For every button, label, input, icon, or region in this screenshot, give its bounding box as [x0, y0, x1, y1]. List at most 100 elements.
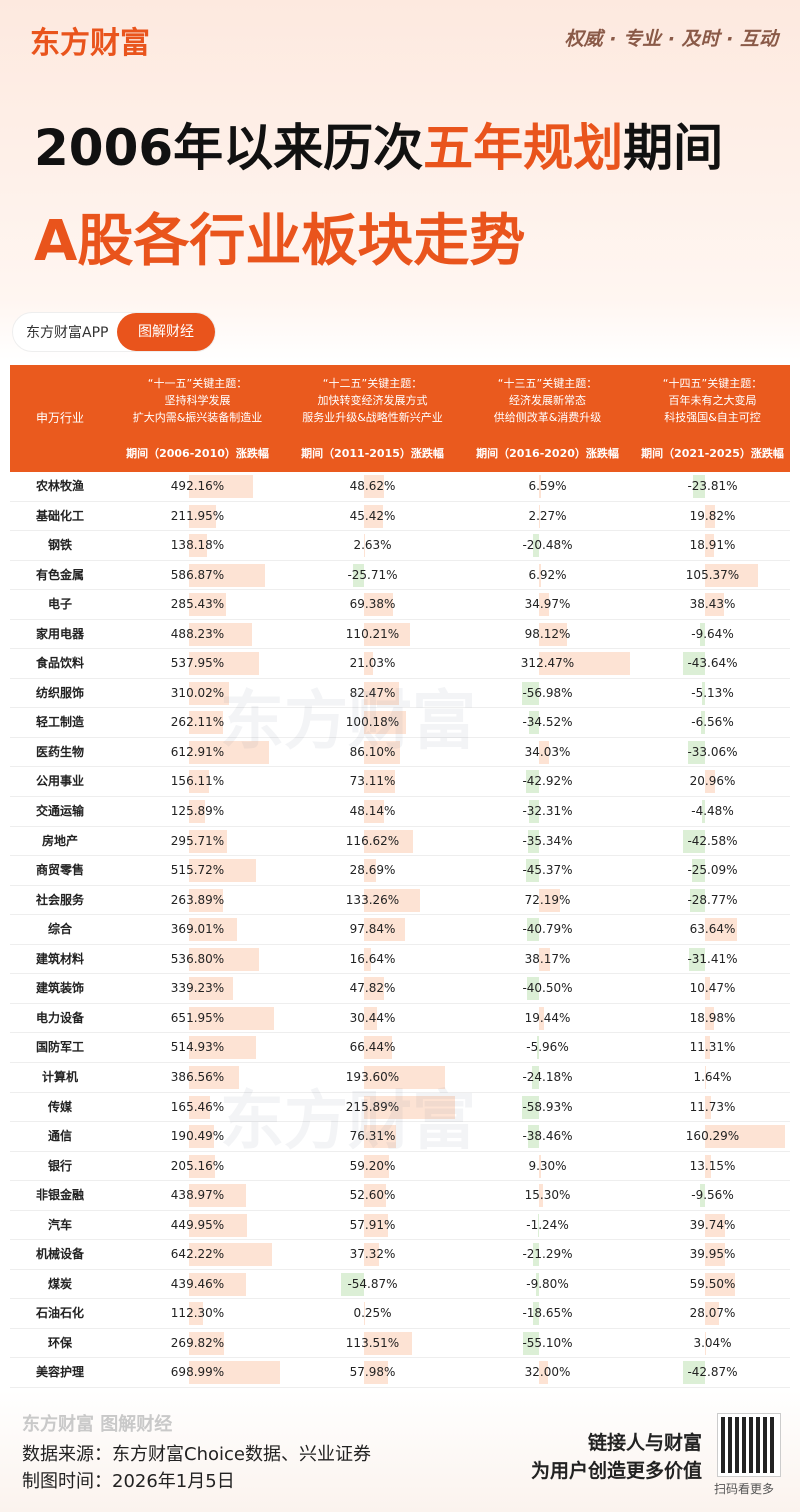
value: -38.46%: [522, 1129, 573, 1144]
data-bar: [538, 622, 568, 646]
watermark: 东方财富: [220, 1085, 476, 1159]
data-bar: [522, 1331, 539, 1355]
value: 52.60%: [349, 1188, 396, 1203]
data-bar: [532, 534, 539, 558]
data-bar: [188, 1125, 214, 1149]
value: 9.30%: [528, 1158, 567, 1173]
value: 156.11%: [170, 774, 225, 789]
value: -32.31%: [522, 804, 573, 819]
column-theme: 经济发展新常态: [509, 394, 586, 407]
data-bar: [526, 770, 539, 794]
value: -9.64%: [691, 626, 734, 641]
data-bar: [692, 859, 705, 883]
value: -42.58%: [687, 833, 738, 848]
data-bar: [188, 1243, 273, 1267]
value: 82.47%: [349, 685, 396, 700]
value: -33.06%: [687, 744, 738, 759]
title-highlight: 五年规划: [423, 119, 624, 177]
value: 30.44%: [349, 1010, 396, 1025]
data-bar: [688, 740, 705, 764]
industry: 银行: [47, 1158, 72, 1173]
qr-code[interactable]: [717, 1413, 781, 1477]
data-bar: [363, 1213, 389, 1237]
table-row: 银行 205.16% 59.20% 9.30% 13.15%: [10, 1151, 790, 1182]
value: 18.91%: [689, 538, 736, 553]
data-bar: [363, 770, 395, 794]
industry: 商贸零售: [35, 863, 84, 878]
data-bar: [363, 1125, 396, 1149]
value: 48.62%: [349, 479, 396, 493]
value: 1.64%: [693, 1069, 732, 1084]
column-theme: “十三五”关键主题：: [497, 377, 598, 390]
value: 39.95%: [689, 1247, 736, 1262]
value: 59.50%: [689, 1276, 736, 1291]
table-row: 建筑装饰 339.23% 47.82% -40.50% 10.47%: [10, 974, 790, 1004]
data-bar: [363, 593, 393, 617]
value: 586.87%: [170, 567, 225, 582]
value: 113.51%: [345, 1335, 400, 1350]
value: -35.34%: [522, 833, 573, 848]
value: 2.27%: [528, 508, 567, 523]
value: 312.47%: [520, 656, 575, 671]
data-bar: [188, 1331, 224, 1355]
value: 190.49%: [170, 1129, 225, 1144]
column-theme: 扩大内需&振兴装备制造业: [132, 411, 263, 424]
value: 66.44%: [349, 1040, 396, 1055]
table-row: 商贸零售 515.72% 28.69% -45.37% -25.09%: [10, 856, 790, 886]
table-row: 基础化工 211.95% 45.42% 2.27% 19.82%: [10, 501, 790, 532]
value: 438.97%: [170, 1188, 225, 1203]
data-bar: [538, 563, 541, 587]
data-bar: [363, 534, 365, 558]
table-row: 机械设备 642.22% 37.32% -21.29% 39.95%: [10, 1240, 790, 1270]
data-bar: [363, 652, 373, 676]
table-row: 建筑材料 536.80% 16.64% 38.17% -31.41%: [10, 944, 790, 975]
value: 310.02%: [170, 685, 225, 700]
industry: 基础化工: [35, 508, 84, 523]
title-line1: 2006年以来历次五年规划期间: [34, 108, 723, 180]
industry: 机械设备: [35, 1247, 84, 1262]
table-row: 计算机 386.56% 193.60% -24.18% 1.64%: [10, 1062, 790, 1093]
data-bar: [704, 1243, 725, 1267]
industry: 电力设备: [35, 1010, 84, 1025]
title-part: 期间: [623, 119, 724, 177]
industry: 计算机: [41, 1069, 78, 1084]
date: 制图时间：2026年1月5日: [22, 1471, 235, 1492]
data-bar: [704, 977, 710, 1001]
value: 339.23%: [170, 981, 225, 996]
value: 97.84%: [349, 922, 396, 937]
data-bar: [188, 1361, 280, 1385]
value: 76.31%: [349, 1129, 396, 1144]
data-bar: [363, 1361, 389, 1385]
industry: 纺织服饰: [35, 685, 84, 700]
data-bar: [683, 829, 705, 853]
data-bar: [538, 475, 541, 498]
value: 6.92%: [528, 567, 567, 582]
value: 72.19%: [524, 892, 571, 907]
industry: 食品饮料: [35, 656, 84, 671]
data-bar: [363, 681, 399, 705]
value: 125.89%: [170, 804, 225, 819]
data-bar: [704, 918, 737, 942]
data-bar: [690, 888, 705, 912]
data-bar: [528, 711, 539, 735]
column-period: 期间（2016-2020）涨跌幅: [476, 447, 619, 460]
table-row: 传媒 165.46% 215.89% -58.93% 11.73%: [10, 1092, 790, 1123]
data-bar: [702, 681, 705, 705]
value: -9.80%: [526, 1276, 569, 1291]
value: 515.72%: [170, 863, 225, 878]
data-bar: [699, 622, 705, 646]
table-row: 汽车 449.95% 57.91% -1.24% 39.74%: [10, 1210, 790, 1241]
table-row: 纺织服饰 310.02% 82.47% -56.98% -5.13%: [10, 678, 790, 709]
data-bar: [188, 1302, 204, 1326]
table-row: 综合 369.01% 97.84% -40.79% 63.64%: [10, 915, 790, 945]
value: 38.43%: [689, 597, 736, 612]
data-bar: [188, 652, 259, 676]
data-bar: [532, 1243, 539, 1267]
value: 369.01%: [170, 922, 225, 937]
value: -20.48%: [522, 538, 573, 553]
button[interactable]: 图解财经: [117, 313, 215, 351]
industry: 房地产: [41, 833, 78, 848]
value: 642.22%: [170, 1247, 225, 1262]
data-bar: [363, 475, 385, 498]
value: -34.52%: [522, 715, 573, 730]
